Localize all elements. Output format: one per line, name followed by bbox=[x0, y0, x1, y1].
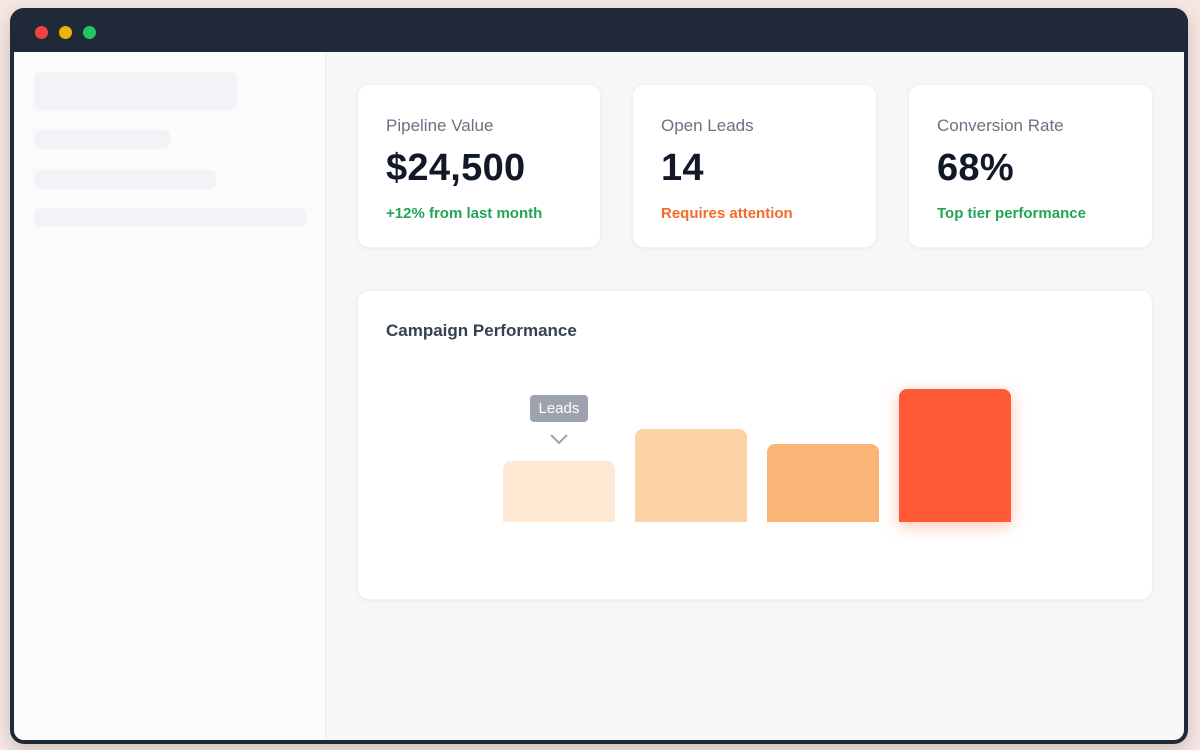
metric-status-note: Top tier performance bbox=[937, 205, 1086, 222]
sidebar-item-placeholder bbox=[34, 130, 170, 149]
metric-value: $24,500 bbox=[386, 147, 526, 189]
title-bar bbox=[10, 8, 1188, 52]
close-window-button[interactable] bbox=[35, 26, 48, 39]
bar-tooltip: Leads bbox=[529, 395, 589, 422]
metric-value: 68% bbox=[937, 147, 1014, 189]
sidebar-header-placeholder bbox=[34, 72, 237, 110]
metric-status-note: Requires attention bbox=[661, 205, 793, 222]
app-content: Pipeline Value $24,500 +12% from last mo… bbox=[14, 52, 1184, 740]
chart-bar[interactable] bbox=[767, 444, 879, 522]
zoom-window-button[interactable] bbox=[83, 26, 96, 39]
chart-bar[interactable] bbox=[503, 461, 615, 522]
app-window: Pipeline Value $24,500 +12% from last mo… bbox=[10, 8, 1188, 744]
metric-card-conversion-rate: Conversion Rate 68% Top tier performance bbox=[908, 84, 1153, 248]
chart-title: Campaign Performance bbox=[386, 321, 577, 340]
chart-bar[interactable] bbox=[899, 389, 1011, 522]
metric-label: Open Leads bbox=[661, 116, 754, 135]
metric-trend-note: +12% from last month bbox=[386, 205, 543, 222]
metric-card-pipeline-value: Pipeline Value $24,500 +12% from last mo… bbox=[357, 84, 601, 248]
metric-value: 14 bbox=[661, 147, 704, 189]
dashboard-main: Pipeline Value $24,500 +12% from last mo… bbox=[326, 52, 1184, 740]
metric-card-open-leads: Open Leads 14 Requires attention bbox=[632, 84, 877, 248]
metric-label: Conversion Rate bbox=[937, 116, 1064, 135]
sidebar-item-placeholder bbox=[34, 208, 306, 227]
sidebar bbox=[14, 52, 326, 740]
chevron-down-icon bbox=[550, 434, 568, 445]
metric-label: Pipeline Value bbox=[386, 116, 494, 135]
campaign-performance-card: Campaign Performance Leads bbox=[357, 290, 1153, 600]
campaign-bar-chart: Leads bbox=[358, 291, 1154, 601]
sidebar-item-placeholder bbox=[34, 170, 216, 189]
chart-bar[interactable] bbox=[635, 429, 747, 522]
minimize-window-button[interactable] bbox=[59, 26, 72, 39]
